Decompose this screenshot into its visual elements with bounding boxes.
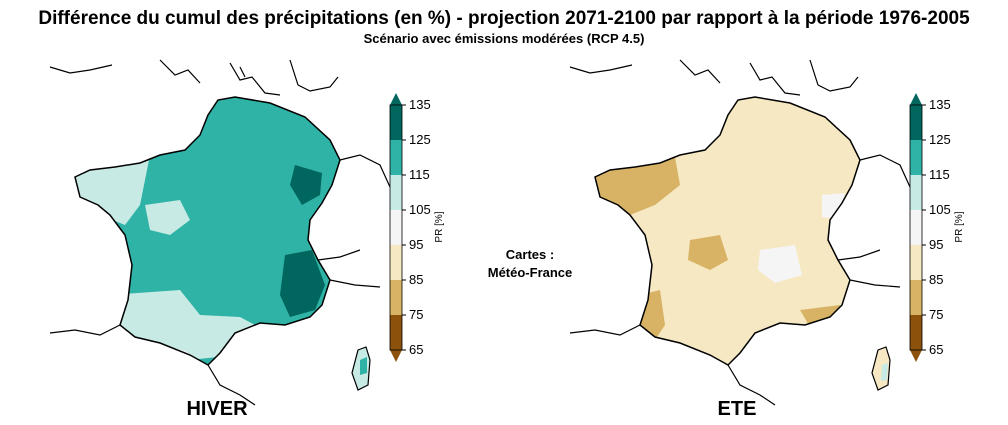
colorbar-ete: 65 75 85 95 105 115 125 135 PR [%]	[909, 93, 965, 362]
colorbar-low-arrow	[910, 350, 922, 362]
colorbar-tick-label: 135	[409, 97, 431, 112]
credit-line-1: Cartes :	[505, 247, 555, 262]
colorbar-tick-label: 95	[409, 237, 423, 252]
zone-brittany-dry	[595, 157, 680, 215]
zone-central-pale	[145, 200, 190, 235]
colorbar-tick-label: 95	[929, 237, 943, 252]
colorbar-tick-label: 75	[929, 307, 943, 322]
panel-hiver: 65 75 85 95 105 115 125 135 PR [%] HIVER	[40, 55, 460, 425]
colorbar-unit: PR [%]	[954, 211, 965, 242]
map-ete: 65 75 85 95 105 115 125 135 PR [%]	[569, 59, 965, 406]
colorbar-bin	[390, 140, 402, 175]
zone-central-dry	[688, 235, 728, 270]
colorbar-tick-label: 75	[409, 307, 423, 322]
colorbar-tick-label: 105	[929, 202, 951, 217]
colorbar-tick-label: 115	[409, 167, 430, 182]
colorbar-bin	[910, 175, 922, 210]
colorbar-tick-label: 135	[929, 97, 951, 112]
colorbar-high-arrow	[390, 93, 402, 105]
colorbar-tick-label: 65	[929, 342, 943, 357]
map-hiver: 65 75 85 95 105 115 125 135 PR [%]	[49, 59, 445, 406]
panel-label-ete: ETE	[717, 398, 757, 420]
colorbar-bin	[390, 245, 402, 280]
colorbar-tick-label: 65	[409, 342, 423, 357]
map-credit: Cartes : Météo-France	[470, 246, 590, 282]
colorbar-bin	[910, 210, 922, 245]
colorbar-bin	[910, 105, 922, 140]
neighbour-borders	[569, 59, 911, 406]
colorbar-bin	[390, 280, 402, 315]
france-shape	[595, 97, 860, 365]
colorbar-tick-label: 125	[929, 132, 951, 147]
colorbar-bin	[910, 140, 922, 175]
france-outline	[594, 96, 861, 366]
colorbar-bin	[390, 210, 402, 245]
credit-line-2: Météo-France	[487, 265, 573, 280]
colorbar-hiver: 65 75 85 95 105 115 125 135 PR [%]	[389, 93, 445, 362]
zone-alps-neutral	[758, 245, 802, 283]
colorbar-tick-label: 105	[409, 202, 431, 217]
colorbar-bin	[910, 315, 922, 350]
corsica-wet-patch	[360, 357, 367, 375]
panel-ete: 65 75 85 95 105 115 125 135 PR [%] ETE	[560, 55, 980, 425]
colorbar-high-arrow	[910, 93, 922, 105]
colorbar-bin	[390, 315, 402, 350]
colorbar-tick-label: 85	[929, 272, 943, 287]
zone-north-east-dark	[290, 165, 322, 205]
france-outline	[74, 96, 341, 366]
colorbar-bin	[390, 105, 402, 140]
colorbar-low-arrow	[390, 350, 402, 362]
zone-alps-dark	[280, 250, 325, 317]
colorbar-bin	[910, 245, 922, 280]
colorbar-bin	[910, 280, 922, 315]
map-title: Différence du cumul des précipitations (…	[38, 8, 970, 29]
corsica-patch	[881, 363, 888, 381]
colorbar-bin	[390, 175, 402, 210]
colorbar-tick-label: 125	[409, 132, 431, 147]
map-subtitle: Scénario avec émissions modérées (RCP 4.…	[363, 31, 645, 46]
panel-label-hiver: HIVER	[186, 398, 248, 420]
colorbar-unit: PR [%]	[434, 211, 445, 242]
colorbar-tick-label: 115	[929, 167, 950, 182]
neighbour-borders	[49, 59, 391, 406]
colorbar-tick-label: 85	[409, 272, 423, 287]
